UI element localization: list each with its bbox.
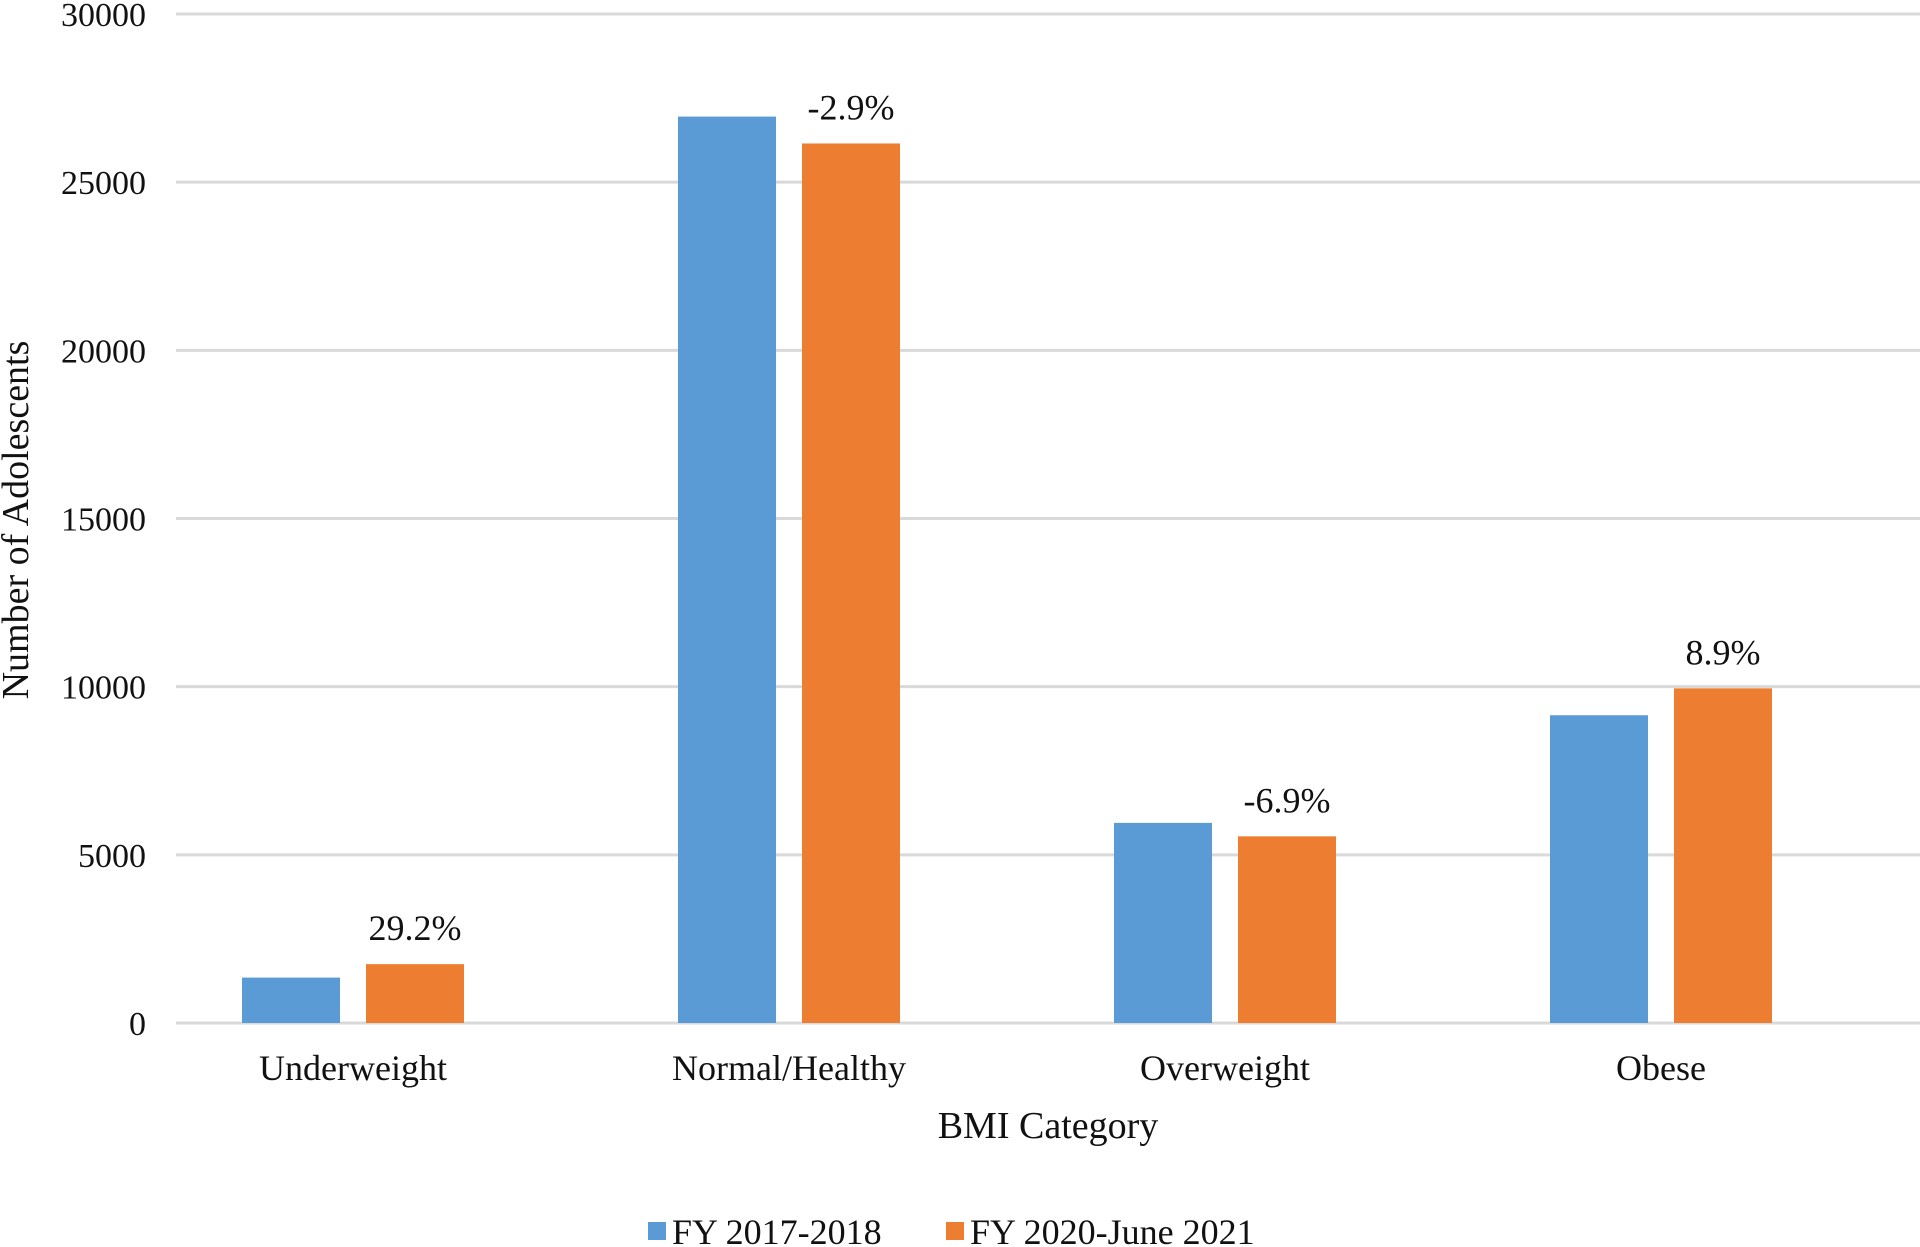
bar-fy-2020-june-2021-obese [1674,688,1772,1023]
legend-swatch [946,1222,964,1240]
x-category-label: Obese [1616,1048,1706,1088]
x-category-label: Overweight [1140,1048,1310,1088]
legend-swatch [648,1222,666,1240]
x-category-label: Normal/Healthy [672,1048,906,1088]
bar-fy-2020-june-2021-normal-healthy [802,143,900,1023]
bar-fy-2017-2018-obese [1550,715,1648,1023]
legend-label: FY 2020-June 2021 [970,1212,1255,1247]
gridlines [176,12,1920,1025]
y-tick-labels: 0 5000 10000 15000 20000 25000 30000 [61,0,146,1043]
y-axis-title: Number of Adolescents [0,341,37,700]
data-labels: 29.2% -2.9% -6.9% 8.9% [369,87,1761,948]
x-category-labels: Underweight Normal/Healthy Overweight Obese [259,1048,1706,1088]
legend: FY 2017-2018 FY 2020-June 2021 [648,1212,1255,1247]
y-tick-label: 30000 [61,0,146,34]
percent-change-label: -2.9% [808,87,895,127]
bar-fy-2017-2018-underweight [242,977,340,1023]
y-tick-label: 10000 [61,670,146,707]
legend-label: FY 2017-2018 [672,1212,882,1247]
bar-fy-2017-2018-overweight [1114,822,1212,1023]
bar-fy-2020-june-2021-underweight [366,964,464,1023]
percent-change-label: 8.9% [1686,632,1761,672]
bars [242,116,1772,1023]
x-category-label: Underweight [259,1048,447,1088]
y-tick-label: 0 [129,1006,146,1043]
x-axis-title: BMI Category [938,1105,1159,1147]
bar-fy-2020-june-2021-overweight [1238,836,1336,1023]
bar-fy-2017-2018-normal-healthy [678,116,776,1023]
y-tick-label: 15000 [61,502,146,539]
percent-change-label: 29.2% [369,908,462,948]
y-tick-label: 25000 [61,165,146,202]
y-tick-label: 20000 [61,333,146,370]
percent-change-label: -6.9% [1244,780,1331,820]
y-tick-label: 5000 [78,838,146,875]
